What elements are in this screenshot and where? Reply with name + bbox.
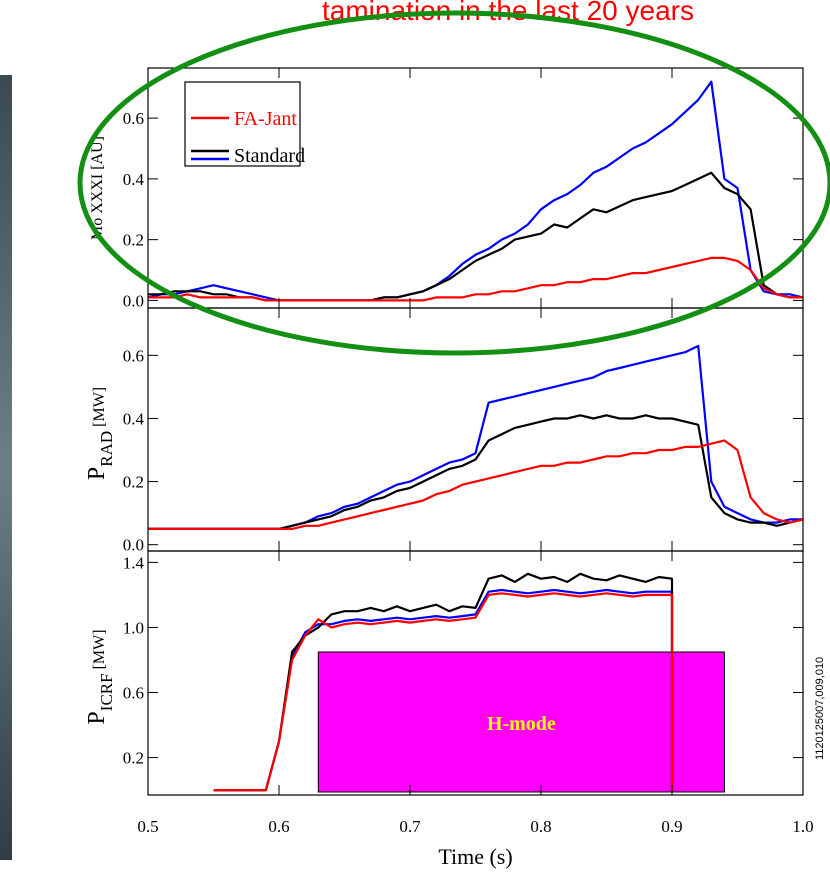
y-label-subscript: ICRF: [97, 673, 116, 711]
legend-label: Standard: [234, 145, 305, 167]
photo-strip: [0, 75, 12, 860]
x-tick-label: 0.5: [137, 817, 158, 836]
y-tick-label: 0.4: [123, 409, 145, 428]
plots: 0.00.20.40.6Mo XXXI [AU]FA-JantStandard0…: [84, 67, 814, 869]
series-line: [147, 80, 804, 302]
y-tick-label: 0.6: [123, 109, 144, 128]
x-tick-label: 0.6: [268, 817, 289, 836]
y-tick-label: 0.6: [123, 346, 144, 365]
y-tick-label: 1.4: [123, 553, 145, 572]
series-line: [213, 592, 674, 792]
y-tick-label: 0.2: [123, 473, 144, 492]
x-tick-label: 1.0: [792, 817, 813, 836]
y-tick-label: 0.2: [123, 749, 144, 768]
annotation-box: [317, 651, 725, 793]
y-label-unit: [MW]: [91, 387, 108, 431]
legend-label: FA-Jant: [234, 108, 297, 130]
panel: H-mode 0.2 0.6 1.0 1.4 0.5 0.6 0.7 0.8 0.9 1.0 Time…: [84, 550, 814, 869]
series-line: [148, 414, 804, 530]
x-axis-label: Time (s): [438, 844, 512, 869]
annotation-label: H-mode: [487, 713, 556, 735]
x-tick-label: 0.9: [661, 817, 682, 836]
panel: 0.0 0.2 0.4 0.6 PRAD [MW]: [84, 307, 804, 555]
highlight-ellipse: [77, 10, 830, 356]
y-label-subscript: RAD: [97, 431, 116, 467]
y-label-unit: [MW]: [91, 629, 108, 673]
y-tick-label: 1.0: [123, 618, 144, 637]
series-line: [148, 439, 804, 530]
y-label-symbol: P: [84, 467, 110, 480]
y-axis-label: Mo XXXI [AU]: [89, 136, 106, 240]
y-axis-label: PRAD [MW]: [84, 387, 116, 480]
y-tick-label: 0.4: [123, 170, 145, 189]
series-line: [148, 256, 803, 302]
panel: 0.0 0.2 0.4 0.6 Mo XXXI [AU] FA-Jant Standard: [89, 67, 804, 310]
y-tick-label: 0.0: [123, 291, 144, 310]
plot-frame: [147, 550, 804, 796]
legend-box: [184, 81, 301, 167]
y-axis-label: PICRF [MW]: [84, 629, 116, 724]
x-tick-label: 0.7: [399, 817, 421, 836]
series-line: [148, 171, 803, 302]
plot-frame: [147, 307, 804, 552]
shot-numbers: 1120125007,009,010: [814, 657, 826, 760]
x-tick-label: 0.8: [530, 817, 551, 836]
y-tick-label: 0.0: [123, 536, 144, 555]
y-tick-label: 0.6: [123, 684, 144, 703]
y-tick-label: 0.2: [123, 231, 144, 250]
y-label-symbol: P: [84, 711, 110, 724]
series-line: [148, 344, 803, 530]
series-line: [213, 572, 674, 792]
